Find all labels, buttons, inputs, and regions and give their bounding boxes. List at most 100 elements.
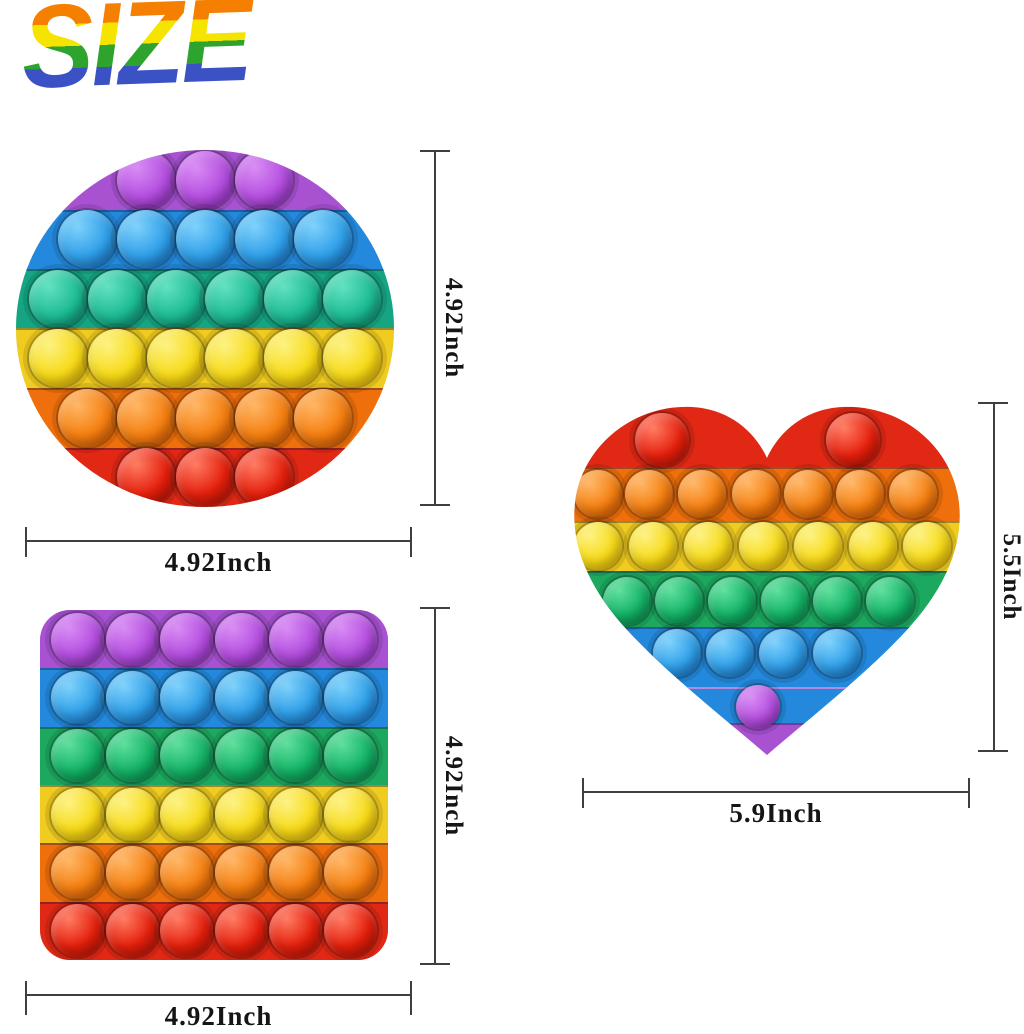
teal-bubble (87, 269, 146, 328)
blue-bubble (160, 671, 213, 724)
dimension-label: 4.92Inch (440, 735, 467, 837)
orange-bubble (234, 388, 293, 447)
red-bubble (160, 904, 213, 958)
yellow-bubble (739, 522, 787, 570)
red-bubble (105, 904, 159, 958)
blue-bubble (813, 629, 861, 677)
dimension-line (434, 607, 436, 965)
dimension-square-height: 4.92Inch (420, 607, 467, 965)
dimension-label: 4.92Inch (164, 547, 273, 577)
dimension-circle-height: 4.92Inch (420, 150, 467, 506)
yellow-bubble (87, 329, 146, 388)
blue-bubble (214, 671, 268, 724)
orange-bubble (105, 846, 159, 899)
yellow-bubble (849, 522, 897, 570)
green-bubble (655, 577, 703, 625)
blue-bubble (234, 210, 293, 269)
purple-bubble (176, 150, 234, 209)
orange-bubble (889, 470, 937, 518)
red-bubble (51, 904, 105, 958)
dimension-label: 4.92Inch (440, 277, 467, 379)
blue-bubble (759, 629, 807, 677)
dimension-square-width: 4.92Inch (25, 981, 412, 1034)
dimension-label: 5.5Inch (998, 533, 1024, 621)
purple-bubble (51, 612, 105, 666)
teal-bubble (264, 269, 323, 328)
tick-mark (420, 963, 450, 965)
dimension-line (993, 402, 995, 752)
blue-bubble (51, 671, 105, 724)
blue-bubble (176, 210, 234, 269)
red-bubble (635, 413, 689, 467)
blue-bubble (323, 671, 377, 724)
red-bubble (826, 413, 880, 467)
tick-mark (410, 981, 412, 1015)
dimension-label: 5.9Inch (729, 798, 823, 828)
teal-bubble (205, 269, 264, 328)
dimension-line (25, 540, 412, 542)
orange-bubble (323, 846, 377, 899)
blue-bubble (58, 210, 117, 269)
red-bubble (117, 448, 176, 507)
tick-mark (968, 778, 970, 808)
tick-mark (420, 504, 450, 506)
purple-bubble (214, 612, 268, 666)
yellow-bubble (323, 329, 382, 388)
square-popit-toy (40, 610, 388, 960)
dimension-heart-height: 5.5Inch (978, 402, 1024, 752)
blue-bubble (269, 671, 323, 724)
tick-mark (25, 527, 27, 557)
heart-popit-toy (568, 401, 966, 759)
green-bubble (105, 729, 159, 783)
green-bubble (269, 729, 323, 783)
red-bubble (214, 904, 268, 958)
orange-bubble (293, 388, 352, 447)
purple-bubble (117, 150, 176, 209)
yellow-bubble (105, 787, 159, 841)
green-bubble (214, 729, 268, 783)
red-bubble (234, 448, 293, 507)
circle-popit-toy (16, 150, 394, 507)
purple-bubble (234, 150, 293, 209)
yellow-bubble (205, 329, 264, 388)
teal-bubble (28, 269, 87, 328)
yellow-bubble (214, 787, 268, 841)
yellow-bubble (574, 522, 622, 570)
blue-bubble (706, 629, 754, 677)
dimension-line (582, 791, 970, 793)
orange-bubble (58, 388, 117, 447)
size-logo-svg: SIZE (20, 0, 258, 114)
dimension-line (25, 994, 412, 996)
red-bubble (269, 904, 323, 958)
yellow-bubble (146, 329, 205, 388)
orange-bubble (625, 470, 673, 518)
green-bubble (160, 729, 213, 783)
red-bubble (176, 448, 234, 507)
red-stripe (568, 401, 966, 467)
orange-bubble (574, 470, 622, 518)
dimension-label: 4.92Inch (164, 1001, 273, 1031)
tick-mark (978, 750, 1008, 752)
tick-mark (410, 527, 412, 557)
yellow-bubble (28, 329, 87, 388)
teal-bubble (323, 269, 382, 328)
green-bubble (323, 729, 377, 783)
purple-bubble (269, 612, 323, 666)
yellow-bubble (794, 522, 842, 570)
orange-bubble (51, 846, 105, 899)
blue-bubble (117, 210, 176, 269)
yellow-bubble (264, 329, 323, 388)
orange-bubble (678, 470, 726, 518)
green-bubble (708, 577, 756, 625)
yellow-bubble (51, 787, 105, 841)
purple-bubble (736, 685, 780, 729)
purple-stripe (568, 723, 966, 759)
teal-bubble (146, 269, 205, 328)
tick-mark (25, 981, 27, 1015)
dimension-heart-width: 5.9Inch (582, 778, 970, 833)
green-bubble (866, 577, 914, 625)
orange-bubble (784, 470, 832, 518)
yellow-bubble (160, 787, 213, 841)
blue-bubble (105, 671, 159, 724)
